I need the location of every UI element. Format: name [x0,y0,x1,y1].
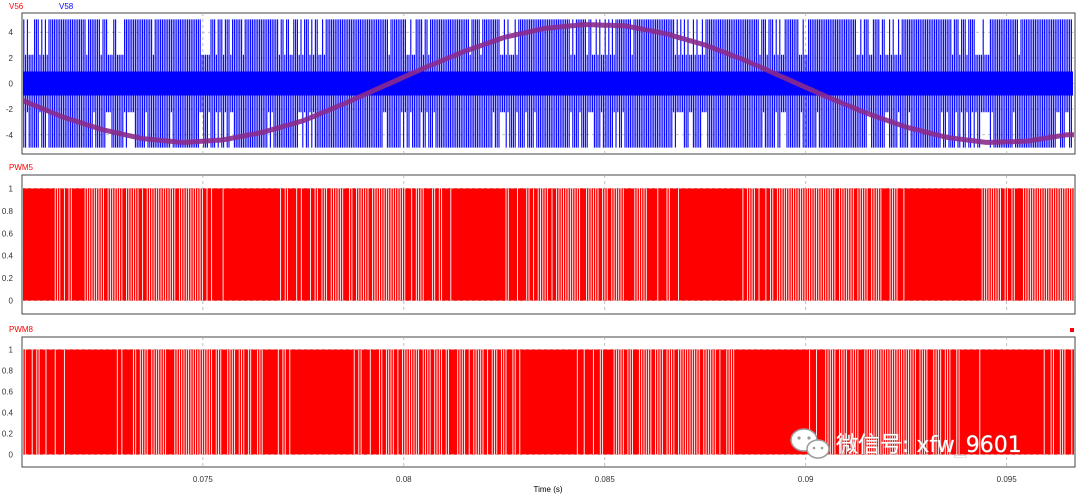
chart-panel-1: 4 2 0 -2 -4 V56 V58 [6,2,1076,155]
x-tick-label: 0.09 [798,475,814,484]
watermark-text: 微信号: xfw_9601 [836,433,1022,458]
v56-series [23,22,1074,145]
wechat-logo-icon [790,428,830,459]
pwm5-fill [23,188,1074,301]
y-tick-label: 0.6 [2,229,14,238]
y-tick-label: 0.6 [2,388,14,397]
x-tick-label: 0.075 [193,475,214,484]
y-tick-label: 0 [9,80,14,89]
x-tick-label: 0.08 [396,475,412,484]
y-tick-label: 2 [9,54,14,63]
y-tick-label: 1 [9,184,14,193]
pwm8-series [23,349,1073,455]
y-tick-label: 0.4 [2,408,14,417]
plot-area [23,19,1074,148]
v58-series [23,19,1072,148]
chart-panel-3: 1 0.8 0.6 0.4 0.2 0 PWM8 0.075 0.08 0.085 0.09 0.09… [2,325,1076,484]
panel-marker [1070,328,1074,332]
y-tick-label: -4 [6,131,14,140]
legend-pwm5: PWM5 [9,163,34,172]
legend-v56: V56 [9,2,24,11]
pwm5-series [54,188,1074,301]
y-tick-label: 4 [9,28,14,37]
y-tick-label: 0.8 [2,367,14,376]
plot-area [23,188,1074,301]
y-tick-label: 0.8 [2,207,14,216]
x-tick-label: 0.095 [997,475,1018,484]
y-tick-label: 0 [9,450,14,459]
y-tick-label: -2 [6,105,14,114]
y-tick-label: 0.2 [2,429,14,438]
y-tick-label: 0 [9,297,14,306]
legend-pwm8: PWM8 [9,325,34,334]
legend-v58: V58 [59,2,74,11]
chart-panel-2: 1 0.8 0.6 0.4 0.2 0 PWM5 [2,163,1076,315]
x-axis-title: Time (s) [533,485,562,494]
x-tick-label: 0.085 [595,475,616,484]
y-tick-label: 1 [9,346,14,355]
y-tick-label: 0.4 [2,252,14,261]
plot-area [23,349,1074,455]
y-tick-label: 0.2 [2,274,14,283]
wechat-watermark: 微信号: xfw_9601 [790,428,1022,459]
